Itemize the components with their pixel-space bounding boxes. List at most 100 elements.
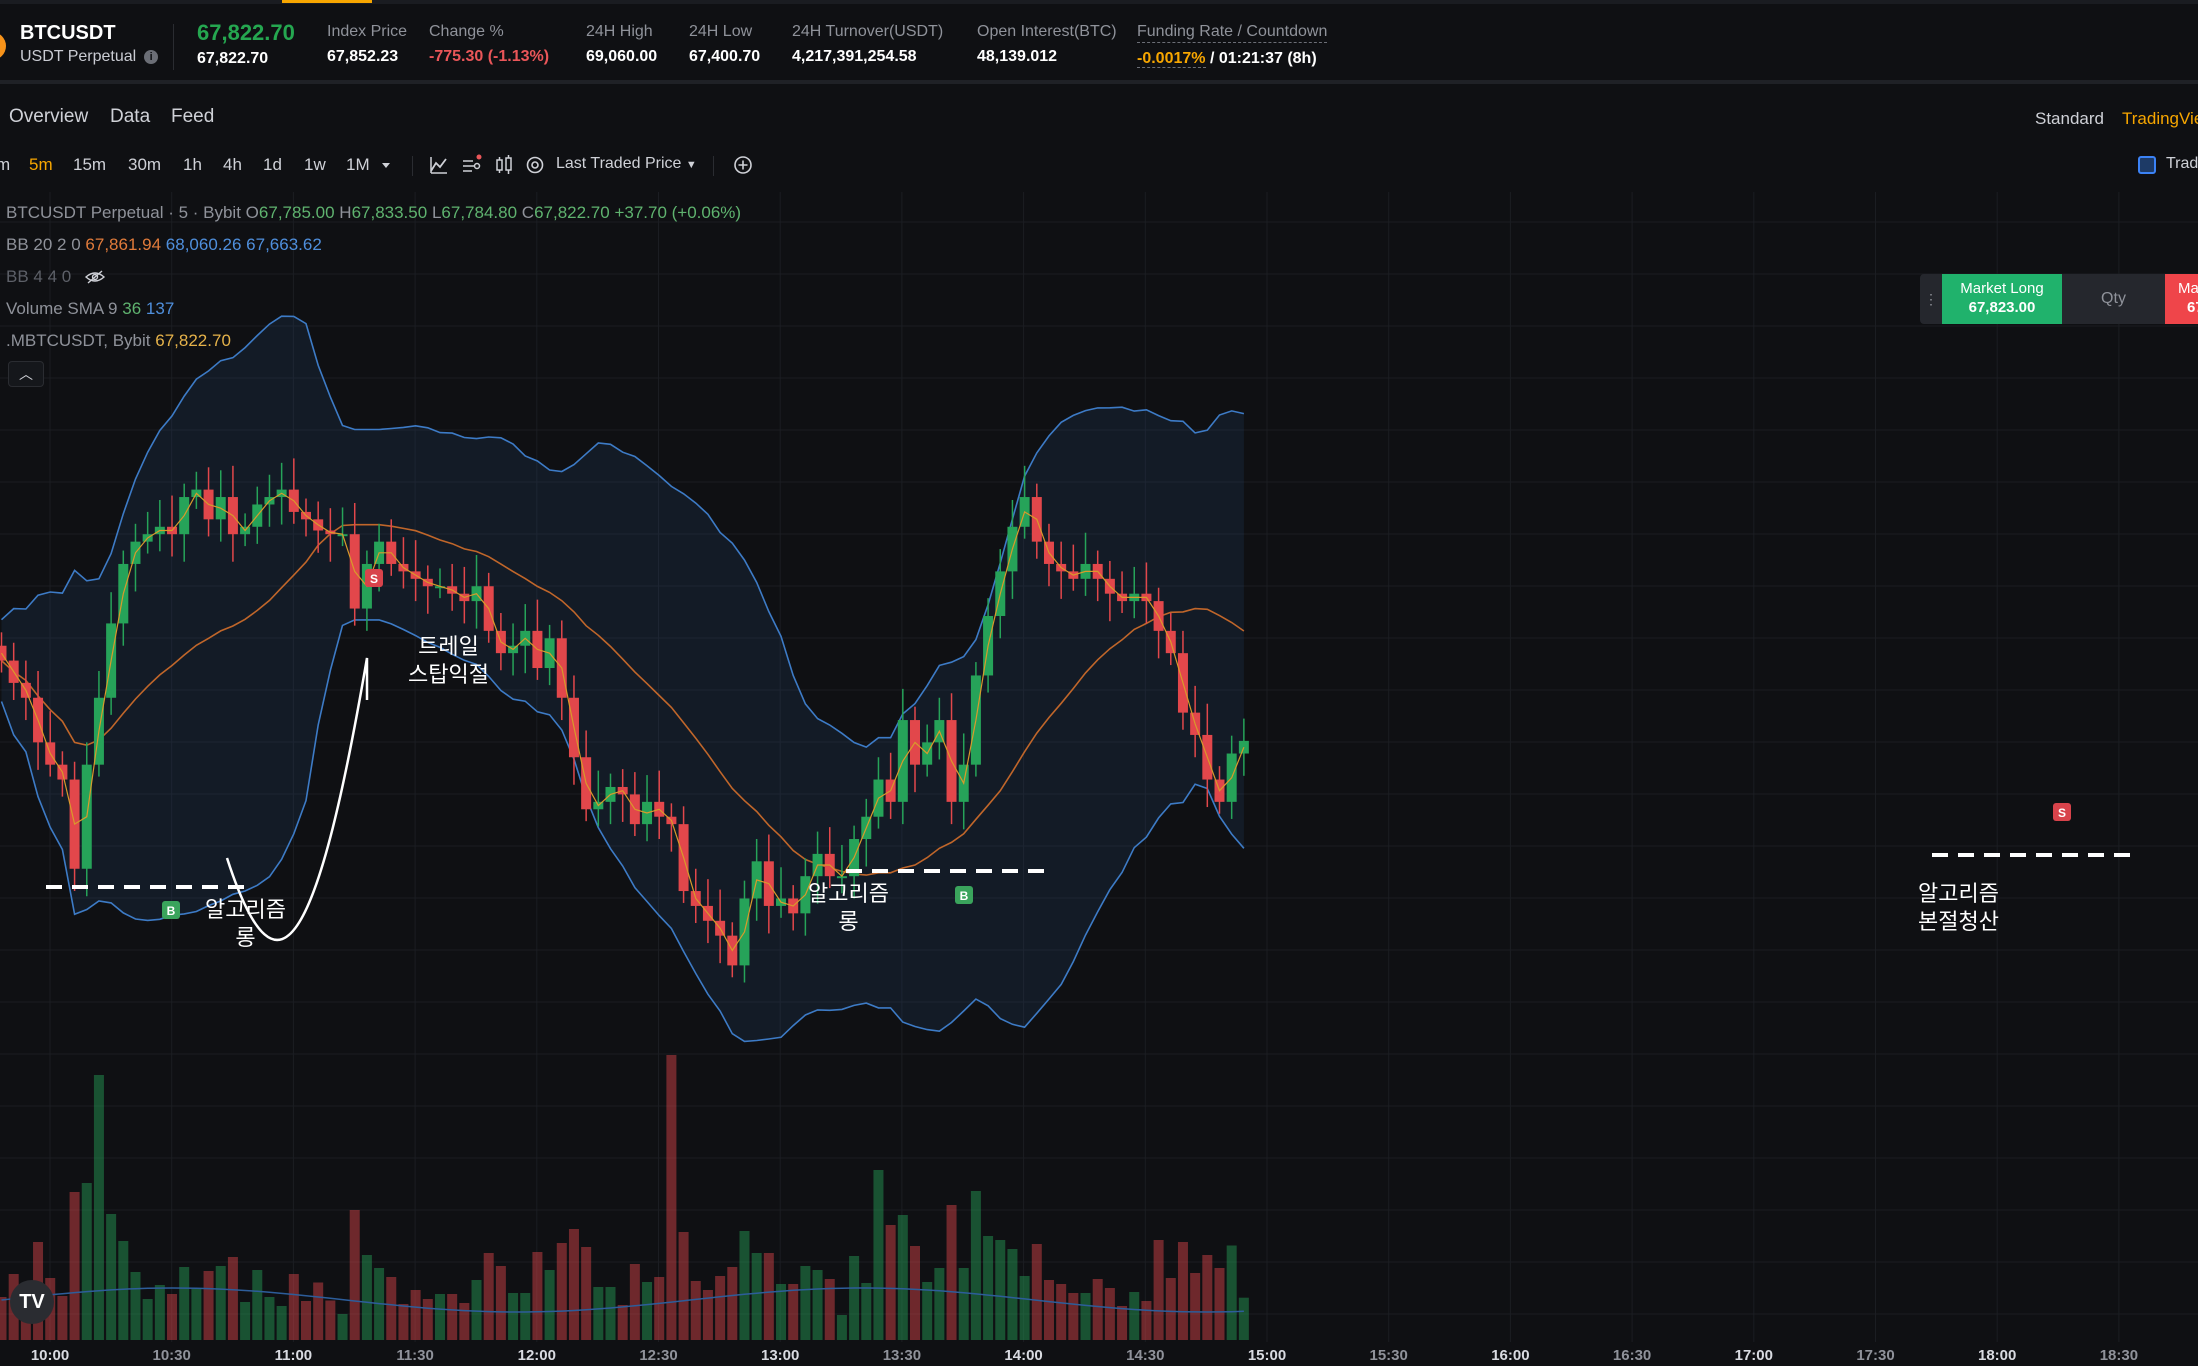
volume-bar — [1153, 1240, 1164, 1340]
price-type-select[interactable]: Last Traded Price ▼ — [556, 155, 697, 173]
price-type-label: Last Traded Price — [556, 155, 682, 172]
tab-data[interactable]: Data — [110, 106, 151, 127]
mark-price-line — [0, 492, 1245, 952]
signal-badge — [955, 886, 973, 904]
volume-bar — [167, 1294, 178, 1340]
volume-bar — [788, 1284, 799, 1340]
annotation-line: 알고리즘 — [808, 881, 889, 906]
volume-bar — [617, 1305, 628, 1340]
tab-feed[interactable]: Feed — [171, 106, 215, 127]
view-tradingview[interactable]: TradingView — [2122, 109, 2198, 128]
volume-bar — [800, 1266, 811, 1340]
stat-label: Index Price — [327, 23, 408, 40]
volume-bar — [471, 1280, 482, 1340]
volume-bar — [995, 1240, 1006, 1340]
volume-bar — [1202, 1255, 1213, 1340]
legend-low: 67,784.80 — [441, 203, 518, 222]
volume-bar — [1104, 1288, 1115, 1340]
volume-bar — [776, 1284, 787, 1340]
volume-bar — [520, 1293, 531, 1340]
bb-basis-line — [0, 523, 1245, 876]
legend-bb1[interactable]: BB 20 2 0 67,861.94 68,060.26 67,663.62 — [6, 235, 322, 255]
candle-body — [836, 876, 847, 879]
drag-handle-icon[interactable]: ⋮ — [1924, 291, 1938, 307]
legend-mark[interactable]: .MBTCUSDT, Bybit 67,822.70 — [6, 331, 231, 351]
stat-open-interest: Open Interest(BTC) 48,139.012 — [977, 23, 1117, 66]
view-standard[interactable]: Standard — [2035, 109, 2104, 128]
indicators-icon[interactable] — [460, 154, 482, 176]
candle — [836, 844, 847, 894]
price-chart[interactable]: B S B S — [0, 192, 2198, 1342]
legend-change: +37.70 (+0.06%) — [614, 203, 742, 222]
timeframe-5m[interactable]: 5m — [29, 155, 53, 174]
timeframe-1h[interactable]: 1h — [183, 155, 202, 174]
timeframe-1M[interactable]: 1M — [346, 155, 370, 174]
volume-bar — [1043, 1280, 1054, 1340]
stat-change: Change % -775.30 (-1.13%) — [429, 23, 549, 66]
annotation-line: 스탑익절 — [408, 662, 489, 687]
volume-bar — [1177, 1242, 1188, 1340]
volume-sma-line — [1, 1287, 1244, 1313]
time-tick: 15:30 — [1369, 1347, 1408, 1364]
time-tick: 16:00 — [1491, 1347, 1530, 1364]
volume-bar — [118, 1241, 129, 1340]
quick-order-widget: ⋮ Market Long 67,823.00 Qty Market Short… — [1920, 274, 2198, 324]
symbol-name[interactable]: BTCUSDT — [20, 22, 116, 44]
volume-bar — [227, 1257, 238, 1340]
volume-sma — [1, 1287, 1244, 1313]
volume-bar — [459, 1303, 470, 1340]
candle — [434, 568, 445, 599]
timeframe-1m[interactable]: m — [0, 155, 11, 174]
funding-label: Funding Rate / Countdown — [1137, 23, 1328, 43]
legend-bb2[interactable]: BB 4 4 0 — [6, 267, 106, 287]
info-icon[interactable]: i — [144, 50, 159, 64]
trade-panel-button[interactable]: Trade — [2138, 154, 2198, 176]
timeframe-15m[interactable]: 15m — [73, 155, 107, 174]
volume-bar — [970, 1191, 981, 1340]
signal-badge — [162, 901, 180, 919]
vol-value-2: 137 — [145, 299, 175, 318]
volume-bar — [1080, 1293, 1091, 1340]
long-label: Market Long — [1960, 280, 2044, 297]
annotation-algo-long-1: 알고리즘 롱 — [205, 896, 286, 952]
volume-bar — [1117, 1306, 1128, 1340]
legend-collapse-button[interactable]: ︿ — [8, 361, 44, 387]
legend-volume[interactable]: Volume SMA 9 36 137 — [6, 299, 174, 319]
chart-type-icon[interactable] — [428, 154, 450, 176]
market-short-button[interactable]: Market Short 67,822.70 — [2165, 274, 2198, 324]
time-tick: 10:30 — [152, 1347, 191, 1364]
signal-markers: B S B S — [162, 569, 2071, 919]
chart-grid — [0, 192, 2198, 1342]
sell-signal-marker: S — [365, 569, 383, 587]
timeframe-4h[interactable]: 4h — [223, 155, 242, 174]
signal-letter: B — [960, 889, 969, 903]
volume-bar — [483, 1253, 494, 1340]
active-indicator — [282, 0, 372, 3]
btc-coin-icon — [0, 32, 6, 60]
timeframe-1d[interactable]: 1d — [263, 155, 282, 174]
timeframe-30m[interactable]: 30m — [128, 155, 162, 174]
stat-label: 24H High — [586, 23, 653, 40]
volume-bar — [763, 1253, 774, 1340]
add-compare-icon[interactable] — [732, 154, 754, 176]
volume-bar — [922, 1282, 933, 1340]
stat-label: 24H Low — [689, 23, 753, 40]
chart-settings-icon[interactable] — [524, 154, 546, 176]
volume-bar — [568, 1229, 579, 1340]
tab-overview[interactable]: Overview — [9, 106, 89, 127]
mark-price: 67,822.70 — [197, 50, 269, 67]
timeframe-1w[interactable]: 1w — [304, 155, 326, 174]
volume-bar — [508, 1293, 519, 1340]
qty-input[interactable]: Qty — [2101, 290, 2126, 307]
candle-settings-icon[interactable] — [493, 154, 515, 176]
volume-bar — [593, 1287, 604, 1340]
bollinger-band-lines — [0, 315, 1245, 1043]
tradingview-logo-icon[interactable]: TV — [10, 1280, 54, 1324]
hidden-eye-icon[interactable] — [84, 270, 106, 284]
volume-bar — [57, 1296, 68, 1340]
volume-bar — [934, 1268, 945, 1340]
timeframe-dropdown-icon[interactable] — [380, 159, 392, 171]
market-long-button[interactable]: Market Long 67,823.00 — [1942, 274, 2062, 324]
annotation-line: 롱 — [235, 925, 256, 950]
stat-funding[interactable]: Funding Rate / Countdown -0.0017% / 01:2… — [1137, 23, 1328, 68]
